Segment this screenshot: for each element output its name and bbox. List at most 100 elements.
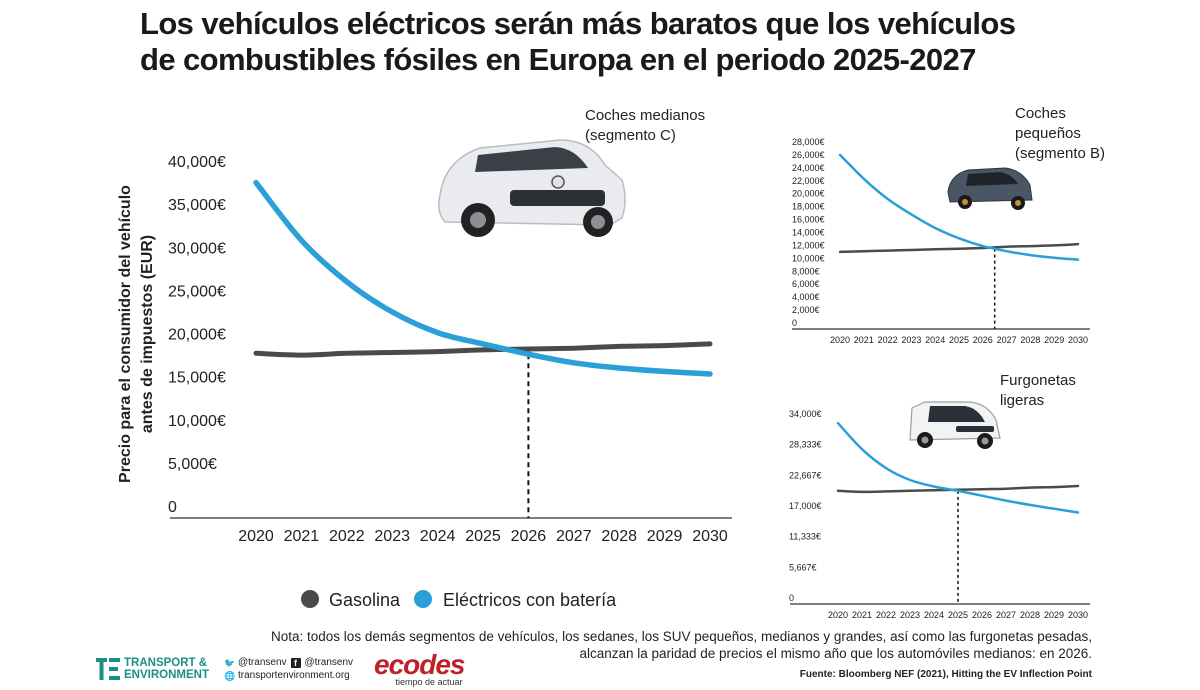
transport-environment-logo: TRANSPORT & ENVIRONMENT xyxy=(96,656,209,682)
small-x-tick-label: 2022 xyxy=(878,335,898,345)
van-x-tick-label: 2027 xyxy=(996,610,1016,620)
small-y-tick-label: 24,000€ xyxy=(792,163,825,173)
chart-light-vans: Furgonetas ligeras 0 5,667€ 11,333€ 17,000€ 22… xyxy=(789,372,1090,620)
te-logo-line-1: TRANSPORT & xyxy=(124,657,208,669)
footnote-line-1: Nota: todos los demás segmentos de vehíc… xyxy=(271,629,1092,644)
van-x-tick-label: 2029 xyxy=(1044,610,1064,620)
medium-x-tick-label: 2020 xyxy=(238,528,274,545)
medium-y-tick-label: 20,000€ xyxy=(168,327,226,344)
small-y-tick-label: 16,000€ xyxy=(792,215,825,225)
small-y-tick-label: 8,000€ xyxy=(792,266,820,276)
van-x-tick-label: 2030 xyxy=(1068,610,1088,620)
van-illustration xyxy=(909,401,1001,449)
small-y-tick-label: 18,000€ xyxy=(792,202,825,212)
small-y-tick-label: 12,000€ xyxy=(792,240,825,250)
small-panel-label-line: Coches xyxy=(1015,105,1066,122)
chart-title: Los vehículos eléctricos serán más barat… xyxy=(140,6,1100,78)
medium-x-tick-label: 2026 xyxy=(511,528,547,545)
van-panel-label-line: ligeras xyxy=(1000,392,1044,409)
car-small-illustration xyxy=(947,167,1033,210)
website-link[interactable]: transportenvironment.org xyxy=(238,670,350,681)
footnote: Nota: todos los demás segmentos de vehíc… xyxy=(232,628,1092,662)
medium-y-tick-label: 40,000€ xyxy=(168,154,226,171)
van-x-tick-label: 2028 xyxy=(1020,610,1040,620)
medium-x-tick-label: 2022 xyxy=(329,528,365,545)
small-y-tick-label: 6,000€ xyxy=(792,279,820,289)
small-y-tick-label: 4,000€ xyxy=(792,292,820,302)
chart-small-cars: Coches pequeños (segmento B) 0 2,000€ 4,000€ 6… xyxy=(792,105,1105,345)
small-x-tick-label: 2029 xyxy=(1044,335,1064,345)
van-y-tick-label: 28,333€ xyxy=(789,440,822,450)
van-y-tick-label: 0 xyxy=(789,593,794,603)
medium-y-tick-label: 5,000€ xyxy=(168,456,217,473)
medium-x-tick-label: 2023 xyxy=(374,528,410,545)
van-y-tick-label: 11,333€ xyxy=(789,532,821,542)
van-electric-series-line xyxy=(836,421,1080,514)
legend-electric-label: Eléctricos con batería xyxy=(443,590,617,610)
small-electric-series-line xyxy=(838,153,1080,261)
small-y-tick-label: 0 xyxy=(792,318,797,328)
medium-x-tick-label: 2025 xyxy=(465,528,501,545)
chart-medium-cars: Coches medianos (segmento C) 0 5,000€ 10,000… xyxy=(117,107,732,545)
van-y-tick-label: 34,000€ xyxy=(789,409,822,419)
medium-x-tick-label: 2021 xyxy=(284,528,320,545)
social-handles: 🐦 @transenv f @transenv 🌐 transportenvir… xyxy=(224,656,353,682)
medium-y-tick-label: 10,000€ xyxy=(168,413,226,430)
van-x-tick-label: 2023 xyxy=(900,610,920,620)
van-x-tick-label: 2024 xyxy=(924,610,944,620)
van-x-tick-label: 2021 xyxy=(852,610,872,620)
source-text: Fuente: Bloomberg NEF (2021), Hitting th… xyxy=(799,669,1092,680)
facebook-icon: f xyxy=(290,657,301,668)
small-x-tick-label: 2028 xyxy=(1020,335,1040,345)
small-x-tick-label: 2024 xyxy=(925,335,945,345)
small-gasoline-series-line xyxy=(838,242,1080,254)
globe-icon: 🌐 xyxy=(224,670,236,681)
medium-y-tick-label: 30,000€ xyxy=(168,240,226,257)
small-x-tick-label: 2023 xyxy=(901,335,921,345)
twitter-icon: 🐦 xyxy=(224,657,236,668)
small-panel-label-line: pequeños xyxy=(1015,125,1081,142)
medium-y-tick-label: 15,000€ xyxy=(168,370,226,387)
van-x-tick-label: 2025 xyxy=(948,610,968,620)
facebook-handle[interactable]: @transenv xyxy=(304,657,354,668)
van-y-tick-label: 17,000€ xyxy=(789,501,822,511)
medium-y-tick-label: 0 xyxy=(168,499,177,516)
ecodes-logo: ecodes tiempo de actuar xyxy=(374,649,465,688)
small-panel-label-line: (segmento B) xyxy=(1015,145,1105,162)
van-y-tick-label: 5,667€ xyxy=(789,562,817,572)
van-panel-label-line: Furgonetas xyxy=(1000,372,1076,389)
te-logo-line-2: ENVIRONMENT xyxy=(124,669,209,681)
legend-gasoline-marker xyxy=(301,590,319,608)
small-x-tick-label: 2020 xyxy=(830,335,850,345)
chart-title-line-1: Los vehículos eléctricos serán más barat… xyxy=(140,6,1016,41)
medium-electric-series-line xyxy=(253,179,713,377)
legend: Gasolina Eléctricos con batería xyxy=(301,590,617,610)
medium-panel-label-line: Coches medianos xyxy=(585,107,705,124)
small-y-tick-label: 14,000€ xyxy=(792,228,825,238)
small-y-tick-label: 2,000€ xyxy=(792,305,820,315)
small-y-tick-label: 22,000€ xyxy=(792,176,825,186)
medium-y-tick-label: 35,000€ xyxy=(168,197,226,214)
medium-x-tick-label: 2024 xyxy=(420,528,456,545)
te-logo-mark-icon xyxy=(96,656,120,682)
legend-electric-marker xyxy=(414,590,432,608)
medium-y-axis-label-line: Precio para el consumidor del vehículo xyxy=(117,185,134,483)
small-x-tick-label: 2025 xyxy=(949,335,969,345)
van-x-tick-label: 2022 xyxy=(876,610,896,620)
van-y-tick-label: 22,667€ xyxy=(789,470,822,480)
medium-x-tick-label: 2028 xyxy=(601,528,637,545)
medium-x-tick-label: 2027 xyxy=(556,528,592,545)
medium-y-axis-label-line: antes de impuestos (EUR) xyxy=(139,235,156,433)
twitter-handle[interactable]: @transenv xyxy=(238,657,287,668)
small-x-tick-label: 2030 xyxy=(1068,335,1088,345)
medium-x-tick-label: 2030 xyxy=(692,528,728,545)
small-x-tick-label: 2021 xyxy=(854,335,874,345)
ecodes-logo-word: ecodes xyxy=(374,649,465,680)
van-x-tick-label: 2020 xyxy=(828,610,848,620)
small-y-tick-label: 28,000€ xyxy=(792,137,825,147)
medium-x-tick-label: 2029 xyxy=(647,528,683,545)
small-y-tick-label: 20,000€ xyxy=(792,189,825,199)
small-y-tick-label: 26,000€ xyxy=(792,150,825,160)
chart-title-line-2: de combustibles fósiles en Europa en el … xyxy=(140,42,976,77)
